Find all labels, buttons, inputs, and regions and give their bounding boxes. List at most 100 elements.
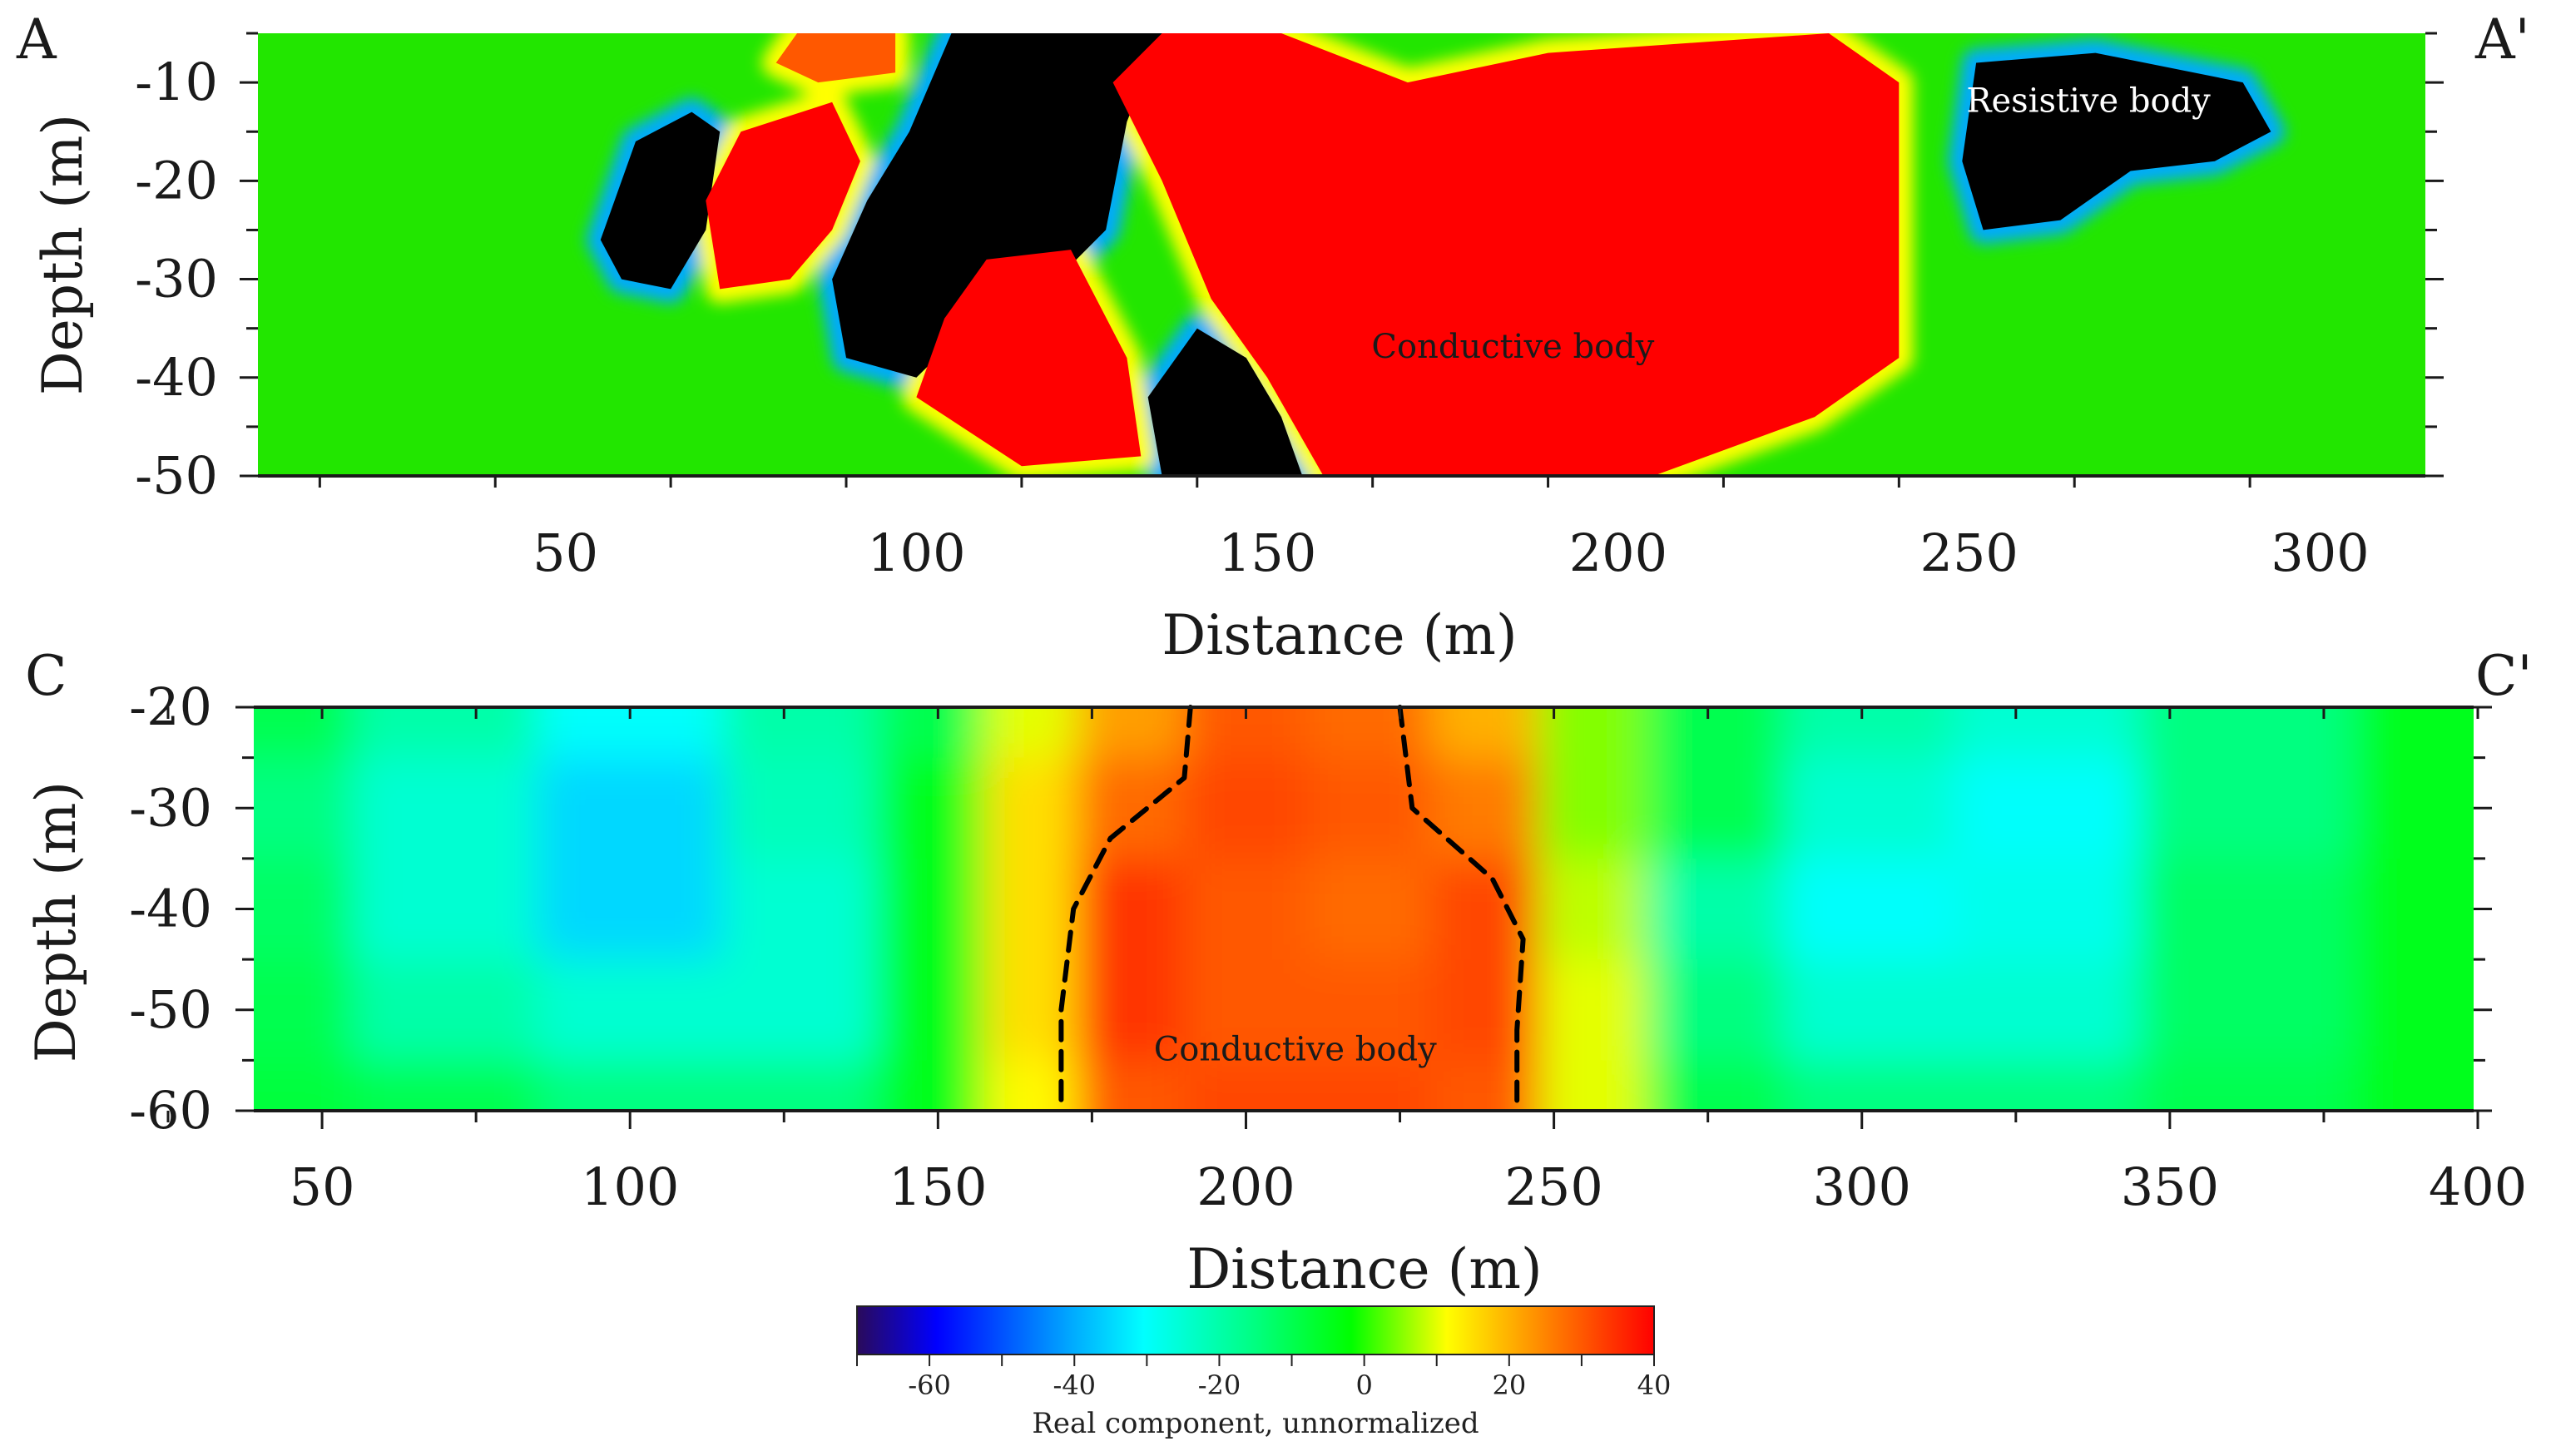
field-cell: [537, 858, 724, 961]
x-tick-label: 150: [889, 1156, 987, 1217]
section-a: Resistive body Conductive body 50 100 150 20…: [16, 7, 2530, 667]
section-a-xlabel: Distance (m): [1162, 603, 1517, 667]
field-cell: [1184, 1060, 1309, 1111]
field-cell: [1307, 707, 1432, 759]
field-cell: [1184, 757, 1309, 859]
field-cell: [1785, 1060, 1955, 1111]
conductive-body-outline: [1058, 705, 1526, 1113]
field-cell: [1184, 959, 1309, 1062]
conductive-body: [916, 250, 1142, 467]
colorbar-tick-label: -40: [1053, 1369, 1097, 1401]
field-cell: [722, 757, 878, 859]
section-a-axes: 50 100 150 200 250 300 -10 -20 -30 -40 -50: [135, 32, 2444, 583]
field-cell: [1307, 959, 1432, 1062]
field-cell: [876, 959, 985, 1062]
colorbar-tick-label: 20: [1492, 1369, 1526, 1401]
field-cell: [537, 1060, 724, 1111]
x-tick-label: 200: [1569, 522, 1667, 583]
field-cell: [1076, 757, 1186, 859]
field-cell: [2138, 959, 2355, 1062]
y-tick-label: -50: [129, 979, 212, 1040]
field-cell: [983, 757, 1077, 859]
section-a-bodies: [600, 33, 2271, 476]
annotation: Resistive body: [1966, 82, 2211, 121]
x-tick-label: 300: [1813, 1156, 1911, 1217]
conductive-body: [775, 33, 896, 83]
field-cell: [1646, 1060, 1786, 1111]
field-cell: [1538, 959, 1647, 1062]
field-cell: [1646, 858, 1786, 961]
y-tick-label: -60: [129, 1080, 212, 1141]
x-tick-label: 350: [2121, 1156, 2219, 1217]
x-tick-label: 100: [867, 522, 965, 583]
field-cell: [537, 757, 724, 859]
field-cell: [2354, 707, 2474, 759]
section-a-ylabel: Depth (m): [31, 114, 95, 395]
field-cell: [1954, 858, 2140, 961]
field-cell: [254, 757, 354, 859]
x-tick-label: 50: [532, 522, 598, 583]
field-cell: [254, 1060, 354, 1111]
colorbar-ticks: -60 -40 -20 0 20 40: [856, 1354, 1672, 1401]
field-cell: [983, 858, 1077, 961]
resistive-body: [600, 111, 721, 290]
y-tick-label: -50: [135, 445, 218, 506]
x-tick-label: 300: [2271, 522, 2369, 583]
annotation: Conductive body: [1371, 328, 1654, 366]
section-a-annotations: Resistive body Conductive body: [1371, 82, 2211, 367]
field-cell: [1076, 959, 1186, 1062]
corner-label-a: A: [16, 7, 57, 72]
x-tick-label: 50: [290, 1156, 355, 1217]
field-cell: [254, 959, 354, 1062]
y-tick-label: -40: [129, 879, 212, 939]
field-cell: [2138, 858, 2355, 961]
field-cell: [353, 959, 539, 1062]
field-cell: [2354, 757, 2474, 859]
section-c-xlabel: Distance (m): [1186, 1237, 1542, 1301]
field-cell: [1785, 858, 1955, 961]
field-cell: [1430, 1060, 1540, 1111]
field-cell: [722, 959, 878, 1062]
colorbar-tick-label: 0: [1355, 1369, 1372, 1401]
field-cell: [1307, 858, 1432, 961]
field-cell: [1646, 959, 1786, 1062]
colorbar-gradient: [856, 1305, 1655, 1355]
section-c-ylabel: Depth (m): [24, 781, 88, 1062]
field-cell: [1538, 757, 1647, 859]
y-tick-label: -30: [129, 777, 212, 838]
field-cell: [1646, 707, 1786, 759]
y-tick-label: -10: [135, 52, 218, 112]
outline-left: [1058, 705, 1193, 1113]
colorbar: -60 -40 -20 0 20 40 Real component, unnormali…: [856, 1305, 1672, 1440]
colorbar-tick-label: -60: [908, 1369, 951, 1401]
field-cell: [1076, 707, 1186, 759]
x-tick-label: 250: [1504, 1156, 1602, 1217]
outline-right: [1397, 705, 1526, 1103]
field-cell: [254, 858, 354, 961]
field-cell: [1076, 858, 1186, 961]
y-tick-label: -30: [135, 249, 218, 310]
field-cell: [876, 1060, 985, 1111]
field-cell: [1954, 1060, 2140, 1111]
field-cell: [1785, 707, 1955, 759]
section-c-annotations: Conductive body: [1154, 1030, 1437, 1068]
field-cell: [1538, 858, 1647, 961]
section-c: Conductive body 50 100 150 200 250 300 350 400 -…: [24, 644, 2533, 1301]
annotation: Conductive body: [1154, 1030, 1437, 1068]
field-cell: [1307, 1060, 1432, 1111]
field-cell: [1538, 1060, 1647, 1111]
field-cell: [1954, 959, 2140, 1062]
field-cell: [353, 757, 539, 859]
x-tick-label: 200: [1196, 1156, 1295, 1217]
field-cell: [254, 707, 354, 759]
field-cell: [1430, 757, 1540, 859]
resistive-body: [1962, 52, 2271, 230]
field-cell: [876, 707, 985, 759]
field-cell: [2354, 858, 2474, 961]
colorbar-tick-label: 40: [1637, 1369, 1672, 1401]
field-cell: [1646, 757, 1786, 859]
x-tick-label: 250: [1920, 522, 2019, 583]
colorbar-title: Real component, unnormalized: [1032, 1407, 1479, 1440]
field-cell: [2138, 757, 2355, 859]
